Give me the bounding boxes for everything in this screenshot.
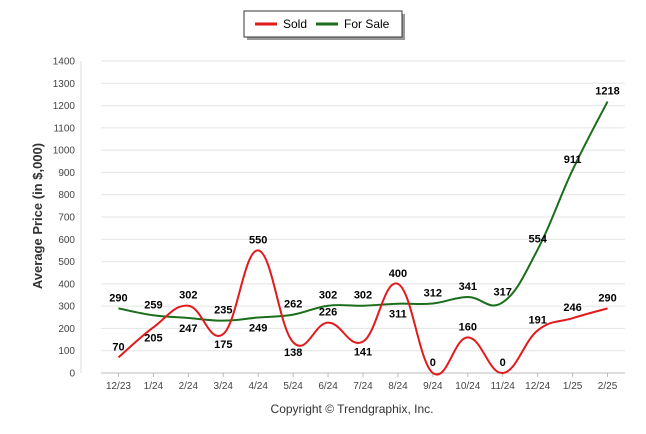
y-tick-label: 600 <box>58 235 75 246</box>
x-tick-label: 4/24 <box>248 381 268 392</box>
data-label-sold: 191 <box>528 314 546 326</box>
x-tick-label: 6/24 <box>318 381 338 392</box>
legend: Sold For Sale <box>243 10 405 40</box>
data-label-sold: 205 <box>144 332 162 344</box>
y-tick-label: 1000 <box>53 146 76 157</box>
y-tick-label: 1200 <box>53 101 76 112</box>
data-label-sold: 226 <box>319 307 337 319</box>
x-axis-ticks: 12/23 1/24 2/24 3/24 4/24 5/24 6/24 7/24 8/24 9/2… <box>106 373 618 392</box>
data-label-for-sale: 302 <box>354 290 372 302</box>
data-label-sold: 0 <box>500 357 506 369</box>
x-tick-label: 11/24 <box>491 381 516 392</box>
data-label-for-sale: 247 <box>179 323 197 335</box>
data-label-for-sale: 341 <box>459 281 477 293</box>
data-label-for-sale: 259 <box>144 299 162 311</box>
data-label-for-sale: 302 <box>319 290 337 302</box>
data-label-for-sale: 554 <box>528 234 547 246</box>
data-label-sold: 302 <box>179 290 197 302</box>
data-label-sold: 0 <box>430 357 436 369</box>
x-tick-label: 1/24 <box>144 381 164 392</box>
data-label-sold: 160 <box>459 321 477 333</box>
y-tick-label: 1400 <box>53 57 76 68</box>
y-tick-label: 800 <box>58 190 75 201</box>
data-label-for-sale: 911 <box>564 154 582 166</box>
y-tick-label: 0 <box>69 369 75 380</box>
y-tick-label: 100 <box>58 346 75 357</box>
data-label-for-sale: 1218 <box>595 86 619 98</box>
data-label-sold: 550 <box>249 234 267 246</box>
x-tick-label: 1/25 <box>563 381 583 392</box>
legend-label-for-sale: For Sale <box>344 17 390 31</box>
x-tick-label: 5/24 <box>283 381 303 392</box>
data-label-for-sale: 249 <box>249 323 267 335</box>
y-tick-label: 300 <box>58 302 75 313</box>
series-lines <box>117 101 609 376</box>
series-line-for-sale <box>118 101 609 322</box>
data-label-sold: 290 <box>598 292 616 304</box>
x-tick-label: 8/24 <box>388 381 408 392</box>
data-label-sold: 246 <box>563 302 581 314</box>
y-tick-label: 1100 <box>53 123 75 134</box>
data-label-for-sale: 235 <box>214 305 232 317</box>
x-tick-label: 3/24 <box>214 381 234 392</box>
copyright-text: Copyright © Trendgraphix, Inc. <box>271 402 434 416</box>
series-line-sold <box>117 249 608 376</box>
y-axis-title: Average Price (in $,000) <box>30 143 45 289</box>
y-axis-ticks: 0 100 200 300 400 500 600 700 800 900 1000 1100 1200… <box>53 57 76 380</box>
data-label-sold: 138 <box>284 347 302 359</box>
y-tick-label: 200 <box>58 324 75 335</box>
data-labels: 70 205 302 175 550 138 226 141 400 0 160 0 191 246 290… <box>109 86 619 369</box>
data-label-sold: 141 <box>354 347 372 359</box>
y-tick-label: 700 <box>58 213 75 224</box>
x-tick-label: 12/24 <box>525 381 550 392</box>
data-label-for-sale: 290 <box>109 292 127 304</box>
data-label-for-sale: 311 <box>389 309 407 321</box>
x-tick-label: 2/25 <box>598 381 618 392</box>
data-label-for-sale: 312 <box>424 287 442 299</box>
legend-label-sold: Sold <box>283 17 307 31</box>
data-label-sold: 70 <box>112 341 124 353</box>
y-tick-label: 400 <box>58 279 75 290</box>
x-tick-label: 10/24 <box>455 381 480 392</box>
x-tick-label: 7/24 <box>353 381 373 392</box>
data-label-sold: 400 <box>389 268 407 280</box>
data-label-sold: 175 <box>214 339 232 351</box>
x-tick-label: 9/24 <box>423 381 443 392</box>
y-tick-label: 500 <box>58 257 75 268</box>
data-label-for-sale: 317 <box>494 286 512 298</box>
x-tick-label: 12/23 <box>106 381 131 392</box>
y-tick-label: 900 <box>58 168 75 179</box>
x-tick-label: 2/24 <box>179 381 199 392</box>
data-label-for-sale: 262 <box>284 299 302 311</box>
y-tick-label: 1300 <box>53 79 76 90</box>
